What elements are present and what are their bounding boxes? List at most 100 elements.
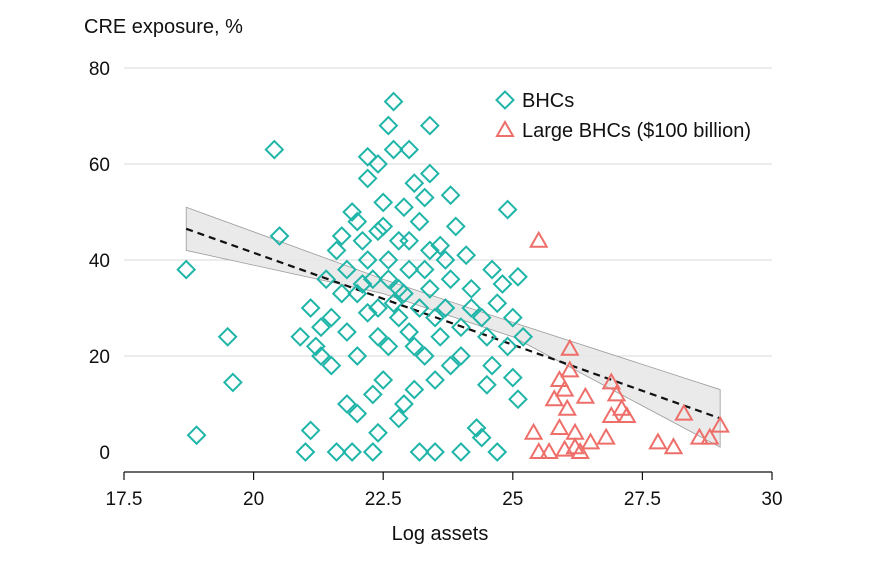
bhc-point — [336, 322, 357, 342]
bhc-point — [357, 250, 378, 270]
bhc-point — [394, 394, 414, 414]
bhc-point — [357, 146, 378, 167]
bhc-point — [451, 317, 471, 338]
bhc-point — [388, 408, 409, 429]
bhc-point — [326, 240, 347, 261]
bhc-point — [471, 307, 492, 328]
bhc-point — [331, 226, 352, 246]
legend-bhcs-icon — [495, 90, 515, 110]
bhc-point — [347, 403, 368, 424]
bhc-point — [445, 216, 466, 237]
y-axis-title: CRE exposure, % — [84, 16, 243, 38]
large-bhc-point — [528, 441, 549, 459]
bhc-point — [357, 168, 378, 189]
bhc-point — [409, 442, 430, 462]
bhc-point — [368, 298, 388, 318]
y-tick-label: 20 — [89, 347, 110, 368]
large-bhc-point — [648, 432, 668, 450]
large-bhc-point — [617, 405, 637, 423]
legend-large-bhcs-label: Large BHCs ($100 billion) — [522, 120, 751, 142]
bhc-point — [368, 154, 388, 174]
bhc-point — [399, 322, 420, 342]
points-layer — [176, 91, 730, 462]
regression-line — [185, 227, 721, 420]
bhc-point — [487, 442, 508, 462]
axes: 17.5 20 22.5 25 27.5 30 — [106, 471, 783, 510]
bhc-point — [404, 379, 425, 400]
bhc-point — [347, 283, 368, 304]
bhc-point — [419, 163, 440, 184]
bhc-point — [316, 269, 337, 290]
bhc-point — [482, 259, 502, 280]
bhc-point — [435, 250, 456, 270]
bhc-point — [502, 367, 523, 388]
y-tick-label: 40 — [89, 251, 110, 272]
large-bhc-point — [560, 360, 580, 378]
bhc-point — [342, 442, 363, 462]
large-bhc-point — [570, 441, 590, 459]
large-bhc-point — [565, 422, 585, 440]
large-bhc-point — [549, 369, 570, 387]
large-bhc-point — [528, 230, 549, 248]
bhc-point — [430, 326, 451, 347]
bhc-point — [404, 173, 425, 194]
bhc-point — [476, 374, 497, 395]
bhc-point — [414, 346, 435, 366]
large-bhc-point — [549, 417, 570, 435]
bhc-point — [321, 355, 342, 376]
large-bhc-point — [663, 437, 684, 455]
bhc-point — [508, 389, 528, 410]
x-axis-title: Log assets — [391, 523, 489, 545]
bhc-point — [378, 336, 399, 357]
large-bhc-point — [710, 415, 730, 433]
large-bhc-point — [523, 422, 544, 440]
bhc-point — [508, 266, 528, 287]
bhc-point — [378, 269, 399, 290]
bhc-point — [311, 317, 331, 338]
bhc-point — [451, 346, 471, 366]
bhc-point — [409, 298, 430, 318]
bhc-point — [290, 326, 311, 347]
y-tick-label: 0 — [99, 443, 110, 464]
bhc-point — [451, 442, 471, 462]
large-bhc-point — [539, 441, 559, 459]
bhc-point — [368, 326, 388, 347]
bhc-point — [440, 355, 461, 376]
bhc-point — [419, 115, 440, 136]
bhc-point — [440, 185, 461, 206]
bhc-point — [425, 307, 445, 328]
bhc-point — [399, 139, 420, 160]
large-bhc-point — [689, 427, 710, 445]
bhc-point — [352, 230, 373, 251]
bhc-point — [425, 370, 445, 390]
bhc-point — [487, 293, 508, 314]
bhc-point — [378, 250, 399, 270]
x-tick-label: 25 — [502, 489, 523, 510]
bhc-point — [264, 139, 285, 160]
bhc-point — [497, 199, 518, 220]
bhc-point — [404, 336, 425, 357]
bhc-point — [305, 336, 326, 357]
x-tick-label: 20 — [243, 489, 264, 510]
large-bhc-point — [700, 427, 720, 445]
bhc-point — [394, 197, 414, 218]
bhc-point — [217, 326, 238, 347]
bhc-point — [357, 302, 378, 323]
bhc-point — [347, 346, 368, 366]
large-bhc-point — [560, 338, 580, 356]
x-tick-label: 27.5 — [624, 489, 661, 510]
bhc-point — [342, 202, 363, 222]
bhc-point — [373, 192, 394, 213]
bhc-point — [368, 221, 388, 242]
bhc-point — [466, 418, 487, 438]
large-bhc-point — [557, 398, 577, 416]
large-bhc-point — [596, 427, 616, 445]
bhc-point — [300, 298, 321, 318]
x-tick-label: 30 — [761, 489, 782, 510]
bhc-point — [186, 425, 207, 446]
bhc-point — [482, 355, 502, 376]
bhc-point — [373, 370, 394, 390]
large-bhc-point — [554, 379, 575, 397]
bhc-point — [347, 211, 368, 232]
